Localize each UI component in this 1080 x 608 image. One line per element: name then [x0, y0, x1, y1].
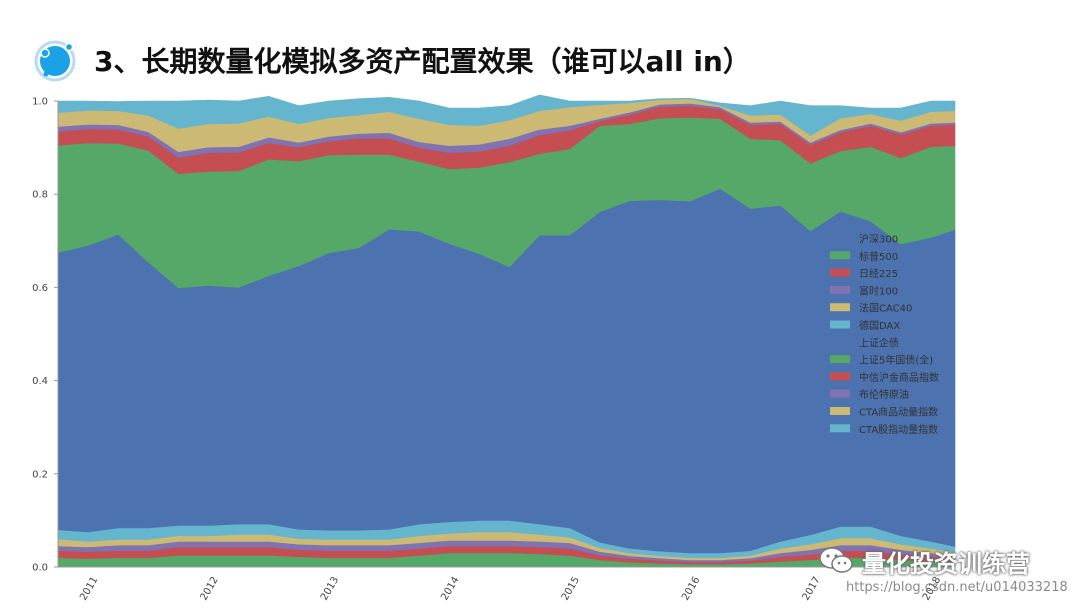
wechat-icon — [819, 547, 853, 573]
page-title: 3、长期数量化模拟多资产配置效果（谁可以all in） — [94, 45, 751, 78]
y-tick-label: 0.0 — [32, 563, 48, 574]
y-tick-label: 1.0 — [32, 97, 48, 108]
watermark: 量化投资训练营 — [818, 544, 1030, 578]
legend-entry: 沪深300 — [859, 233, 898, 246]
legend-swatch — [830, 407, 850, 415]
area-series-11 — [57, 94, 956, 136]
legend-entry: 德国DAX — [859, 319, 900, 332]
y-axis: 0.0 0.2 0.4 0.6 0.8 1.0 — [32, 97, 59, 574]
legend-entry: 日经225 — [859, 267, 898, 280]
x-tick-label: 2012 — [199, 575, 221, 603]
y-tick-label: 0.6 — [32, 283, 48, 294]
legend-entry: 富时100 — [859, 284, 898, 297]
legend-entry: 法国CAC40 — [859, 302, 912, 315]
legend-swatch — [830, 303, 850, 312]
x-tick-label: 2015 — [560, 575, 582, 603]
title-logo-icon — [34, 40, 76, 82]
x-tick-label: 2014 — [439, 575, 461, 603]
legend-swatch — [830, 372, 850, 381]
legend-swatch — [830, 285, 850, 294]
legend-swatch — [830, 268, 850, 277]
source-url: https://blog.csdn.net/u014033218 — [846, 580, 1068, 595]
legend-entry: 中信沪金商品指数 — [859, 371, 939, 384]
y-tick-label: 0.2 — [32, 469, 48, 480]
legend-swatch — [830, 424, 850, 433]
legend-entry: CTA商品动量指数 — [859, 406, 938, 419]
legend-entry: CTA股指动量指数 — [859, 423, 938, 436]
chart-legend: 沪深300 标普500 日经225 富时100 法国CAC40 德国DAX 上证企债上证5年… — [830, 233, 939, 436]
legend-entry: 布伦特原油 — [859, 388, 909, 401]
x-tick-label: 2017 — [801, 575, 823, 603]
x-tick-label: 2011 — [78, 575, 100, 603]
legend-swatch — [830, 355, 850, 364]
watermark-text: 量化投资训练营 — [862, 549, 1030, 578]
legend-entry: 上证5年国债(全) — [859, 354, 933, 367]
legend-entry: 上证企债 — [859, 336, 899, 349]
x-tick-label: 2013 — [319, 575, 341, 603]
y-tick-label: 0.4 — [32, 376, 48, 387]
legend-swatch — [830, 389, 850, 398]
y-tick-label: 0.8 — [32, 190, 48, 201]
legend-entry: 标普500 — [859, 250, 898, 263]
chart-areas — [57, 94, 956, 568]
x-tick-label: 2016 — [680, 575, 702, 603]
legend-swatch — [830, 320, 850, 329]
legend-swatch — [830, 251, 850, 260]
